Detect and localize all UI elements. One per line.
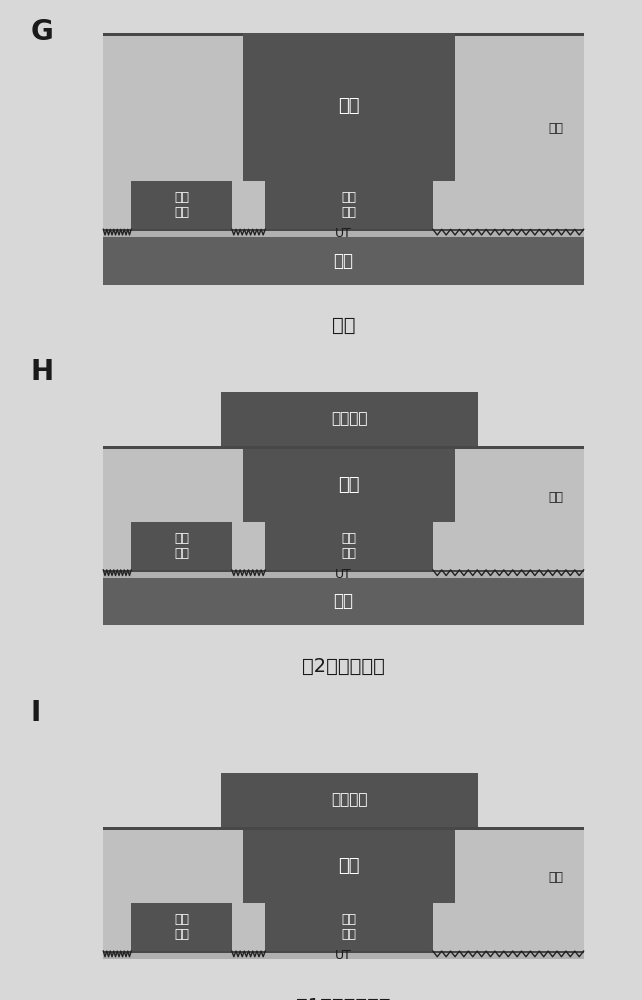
Text: 电路
镀敝: 电路 镀敝 (342, 191, 356, 219)
Text: 填孔: 填孔 (338, 97, 360, 115)
Text: 树脂: 树脂 (548, 491, 563, 504)
Text: 电路
镀敝: 电路 镀敝 (174, 532, 189, 560)
Text: 填孔: 填孔 (338, 857, 360, 875)
Text: 电路
镀敝: 电路 镀敝 (342, 532, 356, 560)
Text: 电路
镀敝: 电路 镀敝 (174, 191, 189, 219)
Bar (265, 522, 433, 570)
Text: 第1层载体箔去除: 第1层载体箔去除 (296, 997, 391, 1000)
Bar (103, 236, 584, 285)
Bar (103, 577, 584, 625)
Bar (103, 33, 584, 36)
Bar (103, 951, 584, 953)
Text: 电路
镀敝: 电路 镀敝 (174, 913, 189, 941)
Text: I: I (31, 699, 41, 727)
Text: H: H (31, 358, 54, 386)
Bar (103, 829, 584, 951)
Text: UT: UT (335, 227, 352, 240)
Bar (103, 570, 584, 572)
Bar (243, 449, 455, 522)
Bar (103, 231, 584, 237)
Text: 电路镀敝: 电路镀敝 (331, 411, 367, 426)
Text: 第2层电路镀敝: 第2层电路镀敝 (302, 656, 385, 675)
Text: 树脂: 树脂 (548, 122, 563, 135)
Bar (243, 33, 455, 181)
Text: 载体: 载体 (333, 592, 354, 610)
Bar (131, 903, 232, 951)
Bar (221, 773, 478, 827)
Bar (103, 35, 584, 285)
Text: 填孔: 填孔 (338, 476, 360, 494)
Bar (103, 827, 584, 830)
Bar (131, 522, 232, 570)
Text: 填孔: 填孔 (332, 316, 355, 335)
Text: 树脂: 树脂 (548, 871, 563, 884)
Bar (131, 181, 232, 229)
Text: 电路镀敝: 电路镀敝 (331, 793, 367, 808)
Text: UT: UT (335, 568, 352, 581)
Text: 载体: 载体 (333, 252, 354, 270)
Text: G: G (31, 18, 53, 46)
Text: 电路
镀敝: 电路 镀敝 (342, 913, 356, 941)
Bar (221, 392, 478, 446)
Bar (103, 34, 584, 229)
Bar (243, 830, 455, 903)
Bar (103, 952, 584, 959)
Bar (265, 181, 433, 229)
Bar (103, 229, 584, 231)
Text: UT: UT (335, 949, 352, 962)
Bar (103, 571, 584, 578)
Bar (265, 903, 433, 951)
Bar (103, 446, 584, 449)
Bar (103, 448, 584, 570)
